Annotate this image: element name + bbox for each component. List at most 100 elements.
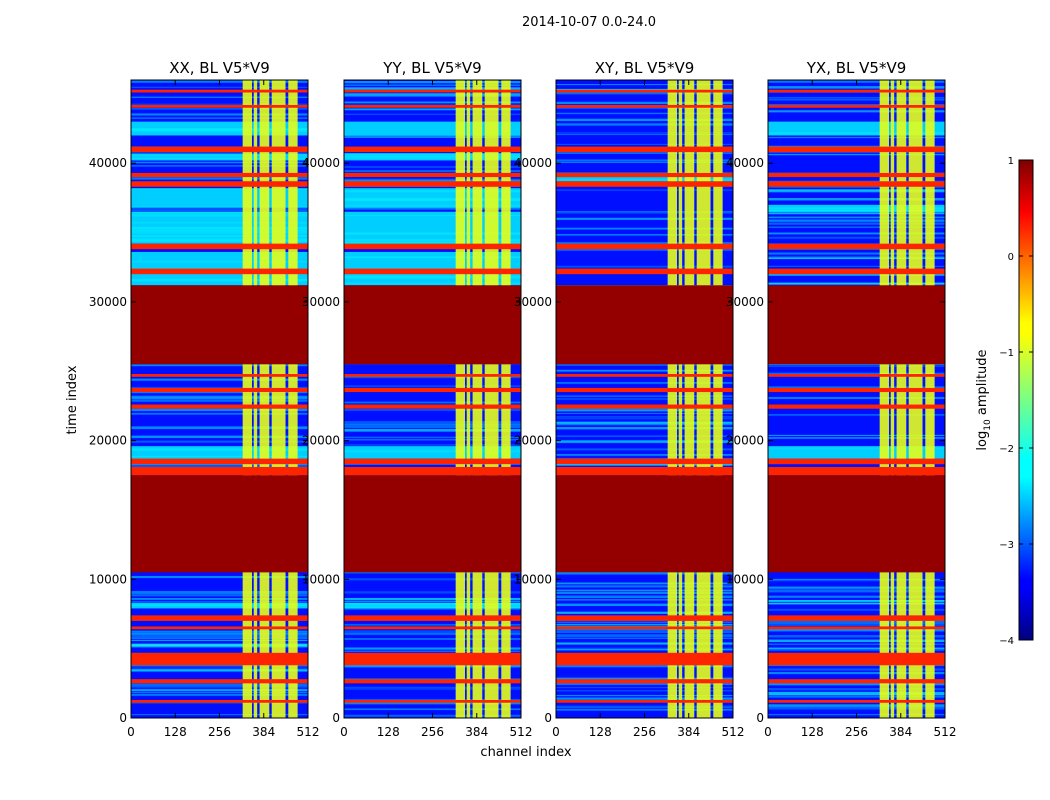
noise-row: [556, 118, 733, 122]
noise-row: [131, 397, 308, 400]
noise-row: [344, 591, 521, 594]
noise-row: [768, 621, 945, 625]
noise-row: [556, 625, 733, 628]
flagged-time-band: [768, 374, 945, 377]
noise-row: [768, 649, 945, 652]
flagged-time-band: [768, 466, 945, 476]
x-tick-label: 512: [297, 725, 320, 739]
elevated-amplitude-band: [131, 153, 308, 161]
high-amplitude-channel: [466, 80, 471, 718]
noise-row: [131, 409, 308, 412]
noise-row: [768, 590, 945, 593]
flagged-time-band: [556, 466, 733, 476]
noise-row: [556, 211, 733, 214]
noise-row: [131, 177, 308, 180]
noise-row: [556, 423, 733, 426]
flagged-time-band: [344, 243, 521, 250]
noise-row: [131, 165, 308, 167]
y-tick-label: 40000: [514, 156, 552, 170]
flagged-time-band: [344, 458, 521, 465]
noise-row: [344, 630, 521, 632]
noise-row: [556, 585, 733, 588]
noise-row: [344, 421, 521, 424]
masked-region: [344, 475, 521, 573]
noise-row: [768, 692, 945, 695]
noise-row: [344, 429, 521, 432]
noise-row: [131, 436, 308, 439]
noise-row: [131, 108, 308, 110]
noise-row: [344, 650, 521, 652]
flagged-time-band: [556, 699, 733, 703]
noise-row: [344, 436, 521, 438]
noise-row: [131, 576, 308, 579]
flagged-time-band: [131, 626, 308, 630]
high-amplitude-channel: [455, 80, 465, 718]
panel-title: XX, BL V5*V9: [169, 59, 270, 77]
y-tick-label: 30000: [514, 295, 552, 309]
noise-row: [131, 96, 308, 99]
noise-row: [556, 102, 733, 104]
noise-row: [131, 427, 308, 430]
figure-suptitle: 2014-10-07 0.0-24.0: [522, 15, 656, 30]
noise-row: [556, 234, 733, 236]
noise-row: [131, 685, 308, 688]
noise-row: [768, 578, 945, 580]
noise-row: [556, 634, 733, 636]
x-tick-label: 0: [764, 725, 772, 739]
flagged-time-band: [768, 89, 945, 93]
flagged-time-band: [344, 89, 521, 93]
noise-row: [556, 637, 733, 639]
noise-row: [556, 241, 733, 244]
noise-row: [556, 628, 733, 631]
noise-row: [131, 595, 308, 597]
noise-row: [344, 647, 521, 650]
x-tick-label: 384: [465, 725, 488, 739]
flagged-time-band: [131, 615, 308, 621]
noise-row: [344, 633, 521, 636]
flagged-time-band: [768, 181, 945, 187]
flagged-time-band: [556, 615, 733, 621]
masked-region: [556, 475, 733, 573]
y-tick-label: 0: [119, 711, 127, 725]
noise-row: [556, 589, 733, 592]
y-tick-label: 20000: [514, 434, 552, 448]
noise-row: [768, 706, 945, 708]
noise-row: [768, 136, 945, 139]
noise-row: [131, 395, 308, 398]
noise-row: [131, 702, 308, 704]
noise-row: [131, 103, 308, 105]
noise-row: [556, 152, 733, 154]
noise-row: [556, 595, 733, 599]
noise-row: [768, 363, 945, 366]
noise-row: [556, 687, 733, 689]
masked-region: [556, 285, 733, 365]
noise-row: [556, 227, 733, 230]
masked-region: [131, 475, 308, 573]
noise-row: [556, 133, 733, 135]
noise-row: [768, 190, 945, 193]
elevated-amplitude-band: [768, 204, 945, 212]
flagged-time-band: [556, 374, 733, 377]
noise-row: [131, 440, 308, 443]
y-tick-label: 10000: [302, 572, 340, 586]
x-tick-label: 384: [889, 725, 912, 739]
noise-row: [556, 159, 733, 162]
noise-row: [344, 178, 521, 180]
noise-row: [131, 693, 308, 696]
noise-row: [131, 669, 308, 672]
noise-row: [768, 232, 945, 235]
noise-row: [131, 591, 308, 594]
noise-row: [131, 412, 308, 415]
noise-row: [768, 635, 945, 638]
flagged-time-band: [344, 104, 521, 108]
noise-row: [131, 601, 308, 603]
high-amplitude-channel: [501, 80, 511, 718]
noise-row: [556, 697, 733, 700]
noise-row: [131, 463, 308, 466]
flagged-time-band: [768, 615, 945, 621]
noise-row: [131, 683, 308, 686]
flagged-time-band: [131, 652, 308, 666]
noise-row: [131, 667, 308, 669]
noise-row: [344, 425, 521, 428]
